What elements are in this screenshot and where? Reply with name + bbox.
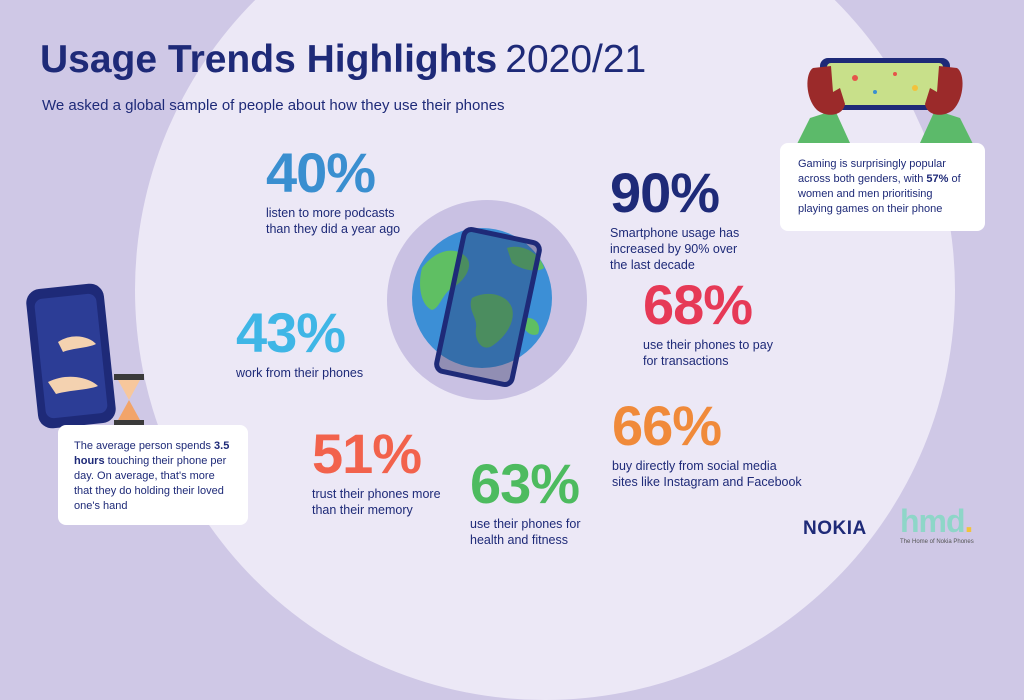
- gaming-fact-card: Gaming is surprisingly popular across bo…: [780, 143, 985, 231]
- stat-description-line: for transactions: [643, 354, 729, 368]
- card-text: Gaming is surprisingly popular across bo…: [798, 158, 946, 185]
- stat-description: trust their phones more than their memor…: [312, 486, 492, 518]
- title-main: Usage Trends Highlights: [40, 38, 498, 81]
- stat-description-line: sites like Instagram and Facebook: [612, 475, 802, 489]
- hmd-wordmark: hmd: [900, 503, 966, 539]
- stat-value: 68%: [643, 273, 753, 336]
- stat-value: 43%: [236, 301, 346, 364]
- stat-description-line: buy directly from social media: [612, 459, 777, 473]
- stat-description-line: increased by 90% over: [610, 242, 738, 256]
- stat-description: work from their phones: [236, 365, 416, 381]
- page-title: Usage Trends Highlights 2020/21: [40, 38, 646, 82]
- stat-description-line: than their memory: [312, 503, 413, 517]
- stat-podcasts: 40% listen to more podcasts than they di…: [266, 145, 446, 237]
- hourglass-icon: [114, 374, 144, 426]
- stat-description-line: Smartphone usage has: [610, 226, 740, 240]
- hugging-phone-illustration: [26, 283, 144, 429]
- stat-description: use their phones to pay for transactions: [643, 337, 823, 369]
- stat-social-shopping: 66% buy directly from social media sites…: [612, 398, 822, 490]
- stat-description: Smartphone usage has increased by 90% ov…: [610, 225, 790, 273]
- card-text: touching their phone per day. On average…: [74, 455, 227, 512]
- card-highlight: 3.5 hours: [74, 440, 230, 467]
- hmd-logo: hmd. The Home of Nokia Phones: [900, 505, 974, 545]
- hmd-tagline: The Home of Nokia Phones: [900, 539, 974, 545]
- card-text: The average person spends: [74, 440, 215, 452]
- stat-description-line: use their phones to pay: [643, 338, 773, 352]
- stat-description-line: listen to more podcasts: [266, 206, 395, 220]
- touch-fact-card: The average person spends 3.5 hours touc…: [58, 425, 248, 525]
- stat-smartphone-usage: 90% Smartphone usage has increased by 90…: [610, 165, 790, 273]
- card-text: of women and men prioritising playing ga…: [798, 173, 961, 215]
- stat-description-line: trust their phones more: [312, 487, 441, 501]
- stat-description-line: health and fitness: [470, 533, 568, 547]
- nokia-logo: NOKIA: [803, 518, 867, 539]
- stat-description-line: use their phones for: [470, 517, 581, 531]
- stat-description: use their phones for health and fitness: [470, 516, 650, 548]
- stat-description: buy directly from social media sites lik…: [612, 458, 822, 490]
- stat-memory: 51% trust their phones more than their m…: [312, 426, 492, 518]
- stat-value: 90%: [610, 161, 720, 224]
- gaming-hands-illustration: [795, 58, 975, 148]
- stat-work: 43% work from their phones: [236, 305, 416, 381]
- stat-description: listen to more podcasts than they did a …: [266, 205, 446, 237]
- stat-value: 66%: [612, 394, 722, 457]
- card-highlight: 57%: [926, 173, 949, 185]
- globe-illustration: [412, 228, 552, 368]
- page-subtitle: We asked a global sample of people about…: [42, 97, 505, 114]
- stat-value: 40%: [266, 141, 376, 204]
- stat-description-line: work from their phones: [236, 366, 364, 380]
- stat-payments: 68% use their phones to pay for transact…: [643, 277, 823, 369]
- stat-description-line: the last decade: [610, 258, 695, 272]
- hmd-dot: .: [964, 503, 974, 539]
- stat-value: 63%: [470, 452, 580, 515]
- stat-value: 51%: [312, 422, 422, 485]
- stat-description-line: than they did a year ago: [266, 222, 401, 236]
- title-year: 2020/21: [505, 38, 647, 81]
- stat-health: 63% use their phones for health and fitn…: [470, 456, 650, 548]
